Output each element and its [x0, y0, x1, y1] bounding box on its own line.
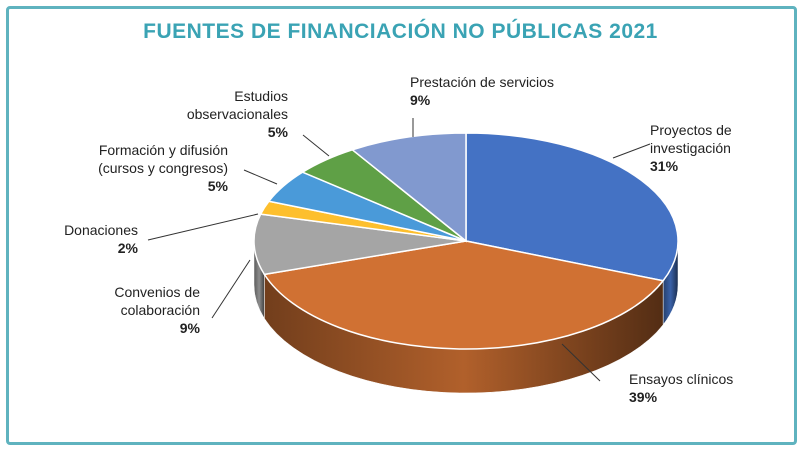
slice-label-2: Ensayos clínicos 39%: [629, 371, 733, 405]
slice-3: [253, 213, 467, 276]
slice-label-6: Estudios observacionales 5%: [187, 88, 289, 140]
leader-line-1: [612, 143, 651, 159]
chart-title: FUENTES DE FINANCIACIÓN NO PÚBLICAS 2021: [143, 20, 658, 43]
slice-percent-7: 9%: [410, 92, 431, 108]
slice-labels: Proyectos de investigación 31% Ensayos clín…: [64, 74, 733, 405]
slice-label-5: Formación y difusión (cursos y congresos)…: [98, 142, 228, 194]
slice-7: [350, 132, 467, 243]
leader-line-2: [561, 343, 601, 382]
slice-percent-2: 39%: [629, 389, 658, 405]
leader-line-5: [243, 169, 278, 185]
slice-label-1: Proyectos de investigación 31%: [650, 122, 732, 174]
slice-label-4: Donaciones 2%: [64, 222, 138, 256]
slice-label-7: Prestación de servicios 9%: [410, 74, 554, 108]
leader-line-3: [211, 259, 251, 319]
slice-1: [465, 132, 679, 282]
slice-2: [263, 240, 665, 350]
leader-line-6: [302, 134, 330, 157]
slice-percent-3: 9%: [180, 320, 201, 336]
slice-percent-6: 5%: [268, 124, 289, 140]
pie-slices: [253, 132, 679, 350]
label-leader-lines: [147, 118, 651, 382]
leader-line-4: [147, 213, 259, 241]
slice-percent-5: 5%: [208, 178, 229, 194]
slice-label-3: Convenios de colaboración 9%: [114, 284, 200, 336]
slice-percent-4: 2%: [118, 240, 139, 256]
slice-percent-1: 31%: [650, 158, 679, 174]
